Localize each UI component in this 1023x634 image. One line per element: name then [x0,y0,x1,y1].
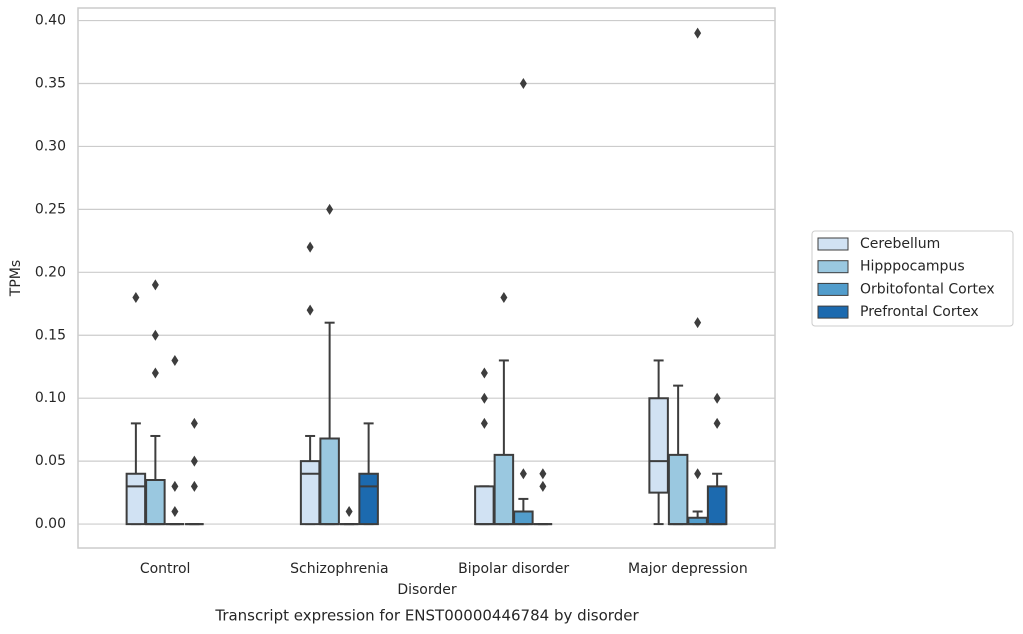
y-tick-label: 0.35 [35,76,66,92]
y-tick-label: 0.05 [35,453,66,469]
flier [539,468,547,480]
flier [190,455,198,467]
x-tick-label: Bipolar disorder [458,561,569,577]
box [299,460,321,526]
y-tick-label: 0.20 [35,264,66,280]
x-tick-label: Major depression [628,561,748,577]
flier [306,241,314,253]
flier [151,367,159,379]
box [145,479,166,526]
flier [694,27,702,39]
legend-swatch [817,282,849,296]
flier [151,279,159,291]
legend-label: Prefrontal Cortex [860,304,979,320]
legend-label: Cerebellum [860,236,940,252]
flier [171,354,179,366]
plot-frame [77,7,776,549]
flier [519,78,527,90]
flier [326,203,334,215]
box [648,397,669,494]
legend-label: Orbitofontal Cortex [860,281,995,297]
flier [190,480,198,492]
box [513,510,534,526]
legend-swatch [817,305,849,319]
x-tick-label: Schizophrenia [290,561,388,577]
box [667,453,689,526]
flier [539,480,547,492]
x-tick-label: Control [140,561,191,577]
box [706,485,728,526]
box [125,472,147,526]
flier [480,367,488,379]
legend-label: Hipppocampus [860,259,965,275]
flier [345,505,353,517]
flier [171,505,179,517]
flier [713,417,721,429]
flier [713,392,721,404]
flier [480,392,488,404]
box [493,453,515,526]
y-tick-label: 0.30 [35,138,66,154]
y-tick-label: 0.25 [35,201,66,217]
y-tick-label: 0.00 [35,516,66,532]
legend-swatch [817,260,849,274]
y-axis-label: TPMs [8,260,24,297]
flier [500,292,508,304]
legend-swatch [817,237,849,251]
box [319,437,340,526]
y-tick-label: 0.15 [35,327,66,343]
flier [171,480,179,492]
flier [306,304,314,316]
box [358,472,379,526]
flier [694,468,702,480]
flier [519,468,527,480]
legend-frame [811,230,1014,327]
flier [151,329,159,341]
y-tick-label: 0.40 [35,13,66,29]
flier [190,417,198,429]
flier [694,317,702,329]
box [474,485,495,526]
flier [132,292,140,304]
chart-title: Transcript expression for ENST0000044678… [214,607,639,625]
x-axis-label: Disorder [397,582,457,598]
y-tick-label: 0.10 [35,390,66,406]
flier [480,417,488,429]
